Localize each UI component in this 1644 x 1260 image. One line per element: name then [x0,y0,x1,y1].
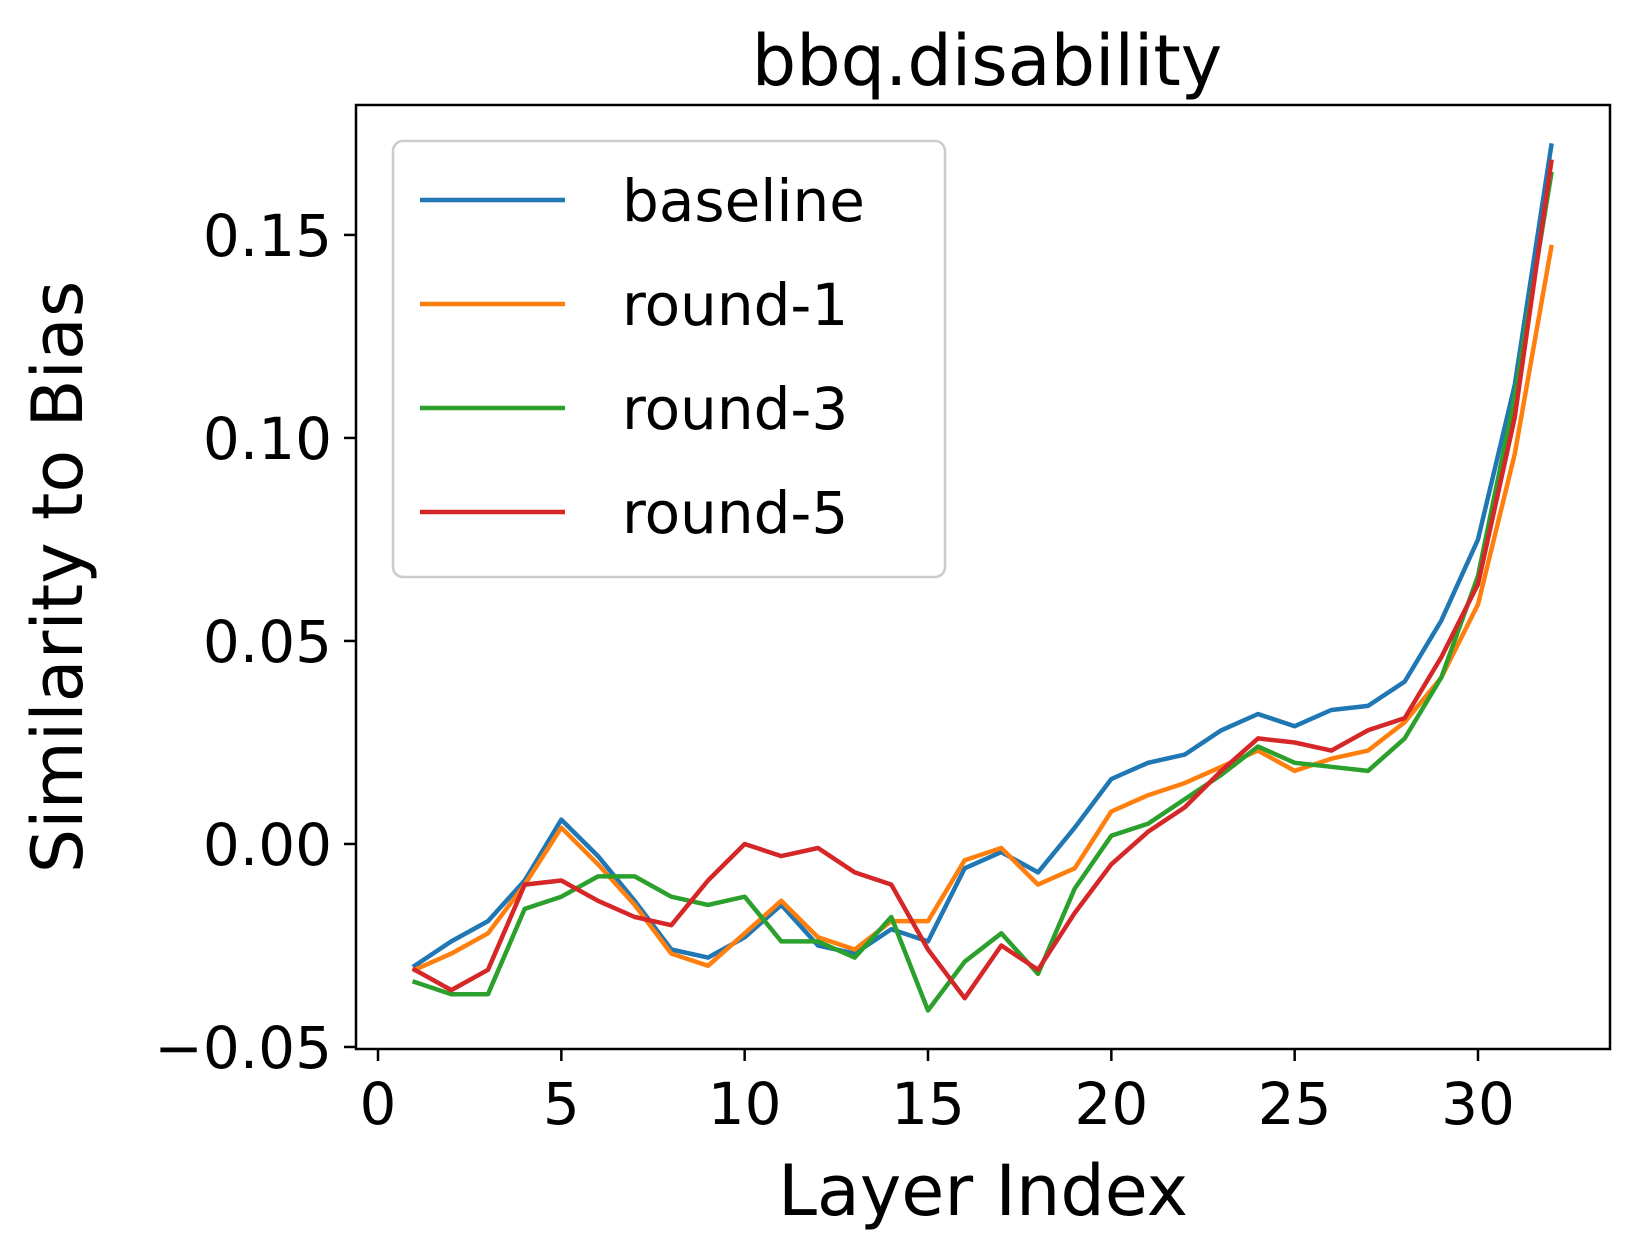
legend-label-round-3: round-3 [622,375,848,443]
x-tick-label: 20 [1074,1070,1148,1138]
y-tick-label: 0.15 [203,202,332,270]
series-line-round-1 [411,244,1554,973]
x-tick-label: 0 [360,1070,397,1138]
legend-frame [391,139,947,579]
y-tick-label: 0.00 [203,811,332,879]
chart-title: bbq.disability [752,20,1222,102]
y-tick-label: −0.05 [154,1014,332,1082]
legend: baseline round-1 round-3 round-5 [391,139,947,579]
legend-label-round-1: round-1 [622,271,848,339]
y-axis: −0.05 0.00 0.05 0.10 0.15 [154,202,356,1082]
legend-label-round-5: round-5 [622,479,848,547]
plot-frame [354,103,1612,1051]
x-axis-label: Layer Index [778,1150,1188,1232]
series-line-round-3 [411,171,1554,1013]
legend-label-baseline: baseline [622,167,865,235]
x-tick-label: 15 [891,1070,965,1138]
plot-area [411,143,1554,1013]
x-tick-label: 25 [1258,1070,1332,1138]
x-axis: 0 5 10 15 20 25 30 [360,1049,1515,1138]
x-tick-label: 5 [543,1070,580,1138]
series-line-baseline [411,143,1554,969]
y-axis-label: Similarity to Bias [17,281,99,874]
series-line-round-5 [411,159,1554,1001]
x-tick-label: 10 [708,1070,782,1138]
y-tick-label: 0.05 [203,608,332,676]
x-tick-label: 30 [1441,1070,1515,1138]
y-tick-label: 0.10 [203,405,332,473]
